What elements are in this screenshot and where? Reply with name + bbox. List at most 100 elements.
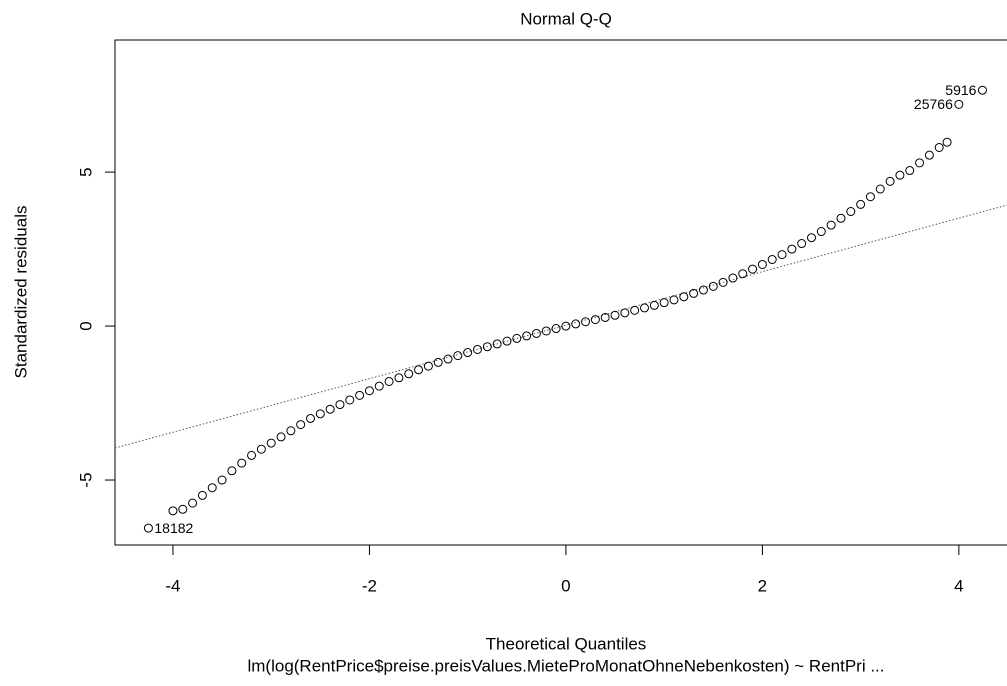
point <box>718 277 728 287</box>
point <box>581 317 591 327</box>
x-tick-label: 2 <box>758 576 767 595</box>
x-tick-label: -2 <box>362 576 377 595</box>
point <box>767 255 777 265</box>
point <box>610 310 620 320</box>
point <box>463 348 473 358</box>
point <box>826 220 836 230</box>
point <box>659 298 669 308</box>
point <box>276 432 286 442</box>
x-tick-label: -4 <box>165 576 180 595</box>
point <box>531 328 541 338</box>
point <box>237 458 247 468</box>
point <box>875 184 885 194</box>
chart-title: Normal Q-Q <box>520 9 612 28</box>
point <box>787 244 797 254</box>
point <box>846 207 856 217</box>
y-axis-title: Standardized residuals <box>11 206 30 379</box>
point <box>708 281 718 291</box>
point <box>669 295 679 305</box>
point <box>364 386 374 396</box>
point <box>620 308 630 318</box>
point <box>384 376 394 386</box>
point <box>502 336 512 346</box>
point <box>630 305 640 315</box>
point <box>482 342 492 352</box>
point <box>227 466 237 476</box>
point <box>256 444 266 454</box>
x-tick-label: 0 <box>561 576 570 595</box>
point <box>374 381 384 391</box>
point <box>649 300 659 310</box>
point <box>977 85 987 95</box>
point <box>905 166 915 176</box>
point <box>143 523 153 533</box>
x-tick-label: 4 <box>954 576 963 595</box>
point <box>698 285 708 295</box>
plot-frame <box>114 39 1007 546</box>
point <box>895 170 905 180</box>
point <box>188 498 198 508</box>
point <box>816 227 826 237</box>
point <box>600 312 610 322</box>
point <box>856 199 866 209</box>
point <box>492 339 502 349</box>
point <box>286 426 296 436</box>
subtitle: lm(log(RentPrice$preise.preisValues.Miet… <box>247 656 884 675</box>
point <box>757 259 767 269</box>
point <box>522 331 532 341</box>
point <box>512 333 522 343</box>
point <box>247 450 257 460</box>
point <box>335 400 345 410</box>
point <box>472 344 482 354</box>
point <box>797 239 807 249</box>
x-axis-title: Theoretical Quantiles <box>486 634 647 653</box>
point-label: 5916 <box>945 82 976 98</box>
point <box>404 369 414 379</box>
point <box>571 319 581 329</box>
point <box>168 506 178 516</box>
point <box>679 292 689 302</box>
point <box>443 354 453 364</box>
point <box>433 357 443 367</box>
point <box>640 303 650 313</box>
point <box>315 409 325 419</box>
point <box>355 390 365 400</box>
point <box>807 233 817 243</box>
point <box>748 264 758 274</box>
point-label: 25766 <box>914 96 953 112</box>
point <box>728 273 738 283</box>
point <box>207 483 217 493</box>
point <box>217 475 227 485</box>
point-label: 18182 <box>154 520 193 536</box>
point <box>777 250 787 260</box>
y-tick-label: 0 <box>76 321 95 330</box>
point <box>296 420 306 430</box>
point <box>178 504 188 514</box>
point <box>561 321 571 331</box>
y-tick-label: 5 <box>76 167 95 176</box>
point <box>414 365 424 375</box>
point <box>738 269 748 279</box>
point <box>689 288 699 298</box>
point <box>836 213 846 223</box>
point <box>954 99 964 109</box>
point <box>325 404 335 414</box>
point <box>590 315 600 325</box>
point <box>924 150 934 160</box>
point <box>942 137 952 147</box>
point <box>541 326 551 336</box>
point <box>305 413 315 423</box>
point <box>915 158 925 168</box>
point <box>453 351 463 361</box>
point <box>865 192 875 202</box>
y-tick-label: -5 <box>76 472 95 487</box>
point <box>345 395 355 405</box>
point <box>423 361 433 371</box>
point <box>394 373 404 383</box>
point <box>551 324 561 334</box>
point <box>197 490 207 500</box>
qq-line <box>114 204 1007 449</box>
point <box>934 142 944 152</box>
point <box>885 176 895 186</box>
